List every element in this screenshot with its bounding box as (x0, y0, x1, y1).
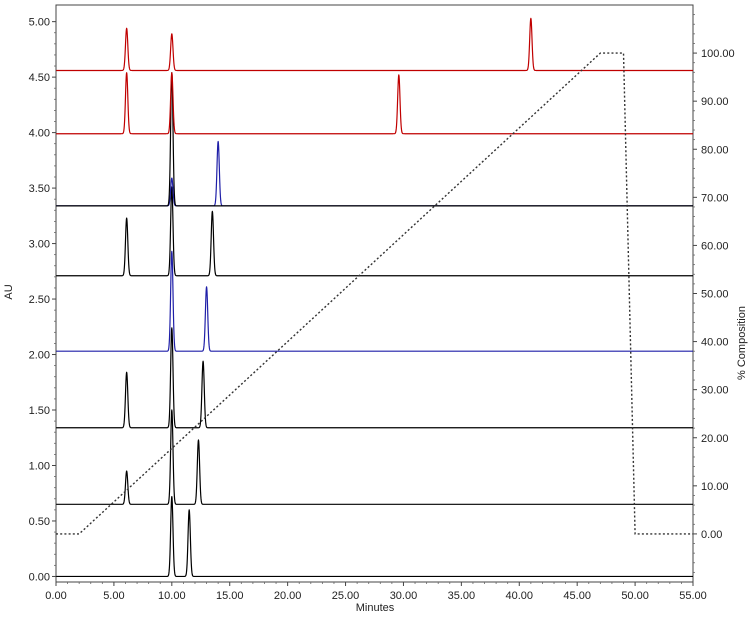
y2-tick-label: 30.00 (701, 385, 729, 397)
chromatogram-trace (55, 327, 694, 429)
x-tick-label: 55.00 (679, 590, 707, 602)
y-tick-label: 0.50 (29, 516, 50, 528)
chromatogram-trace (55, 17, 694, 72)
y-tick-label: 5.00 (29, 17, 50, 29)
y2-tick-label: 80.00 (701, 144, 729, 156)
chromatogram-trace (55, 186, 694, 277)
y2-tick-label: 20.00 (701, 433, 729, 445)
y-tick-label: 2.00 (29, 350, 50, 362)
y-tick-label: 3.00 (29, 239, 50, 251)
chromatogram-trace (55, 140, 694, 207)
chromatogram-trace (55, 250, 694, 352)
y2-tick-label: 60.00 (701, 240, 729, 252)
chromatogram-trace (55, 495, 694, 578)
x-tick-label: 30.00 (390, 590, 418, 602)
chromatogram-trace (55, 72, 694, 207)
x-tick-label: 20.00 (274, 590, 302, 602)
x-tick-label: 45.00 (563, 590, 591, 602)
gradient-composition-line (56, 52, 693, 535)
y2-axis-title: % Composition (736, 306, 748, 380)
y-tick-label: 1.50 (29, 405, 50, 417)
y2-tick-label: 40.00 (701, 337, 729, 349)
x-tick-label: 5.00 (103, 590, 124, 602)
y-tick-label: 4.00 (29, 128, 50, 140)
y2-tick-label: 70.00 (701, 192, 729, 204)
y-tick-label: 4.50 (29, 72, 50, 84)
chromatogram-trace (55, 72, 694, 135)
x-axis-title: Minutes (356, 602, 395, 614)
x-tick-label: 50.00 (621, 590, 649, 602)
x-tick-label: 15.00 (216, 590, 244, 602)
x-tick-label: 35.00 (448, 590, 476, 602)
y-tick-label: 1.00 (29, 460, 50, 472)
y2-tick-label: 50.00 (701, 289, 729, 301)
x-tick-label: 40.00 (506, 590, 534, 602)
y2-tick-label: 100.00 (701, 48, 735, 60)
plot-frame (55, 4, 694, 583)
y-tick-label: 0.00 (29, 571, 50, 583)
chromatogram-trace (55, 409, 694, 505)
y-tick-label: 3.50 (29, 183, 50, 195)
y2-tick-label: 0.00 (701, 529, 722, 541)
x-tick-label: 0.00 (45, 590, 66, 602)
y-axis-title: AU (3, 284, 15, 299)
x-tick-label: 25.00 (332, 590, 360, 602)
y-tick-label: 2.50 (29, 294, 50, 306)
y2-tick-label: 90.00 (701, 96, 729, 108)
y2-tick-label: 10.00 (701, 481, 729, 493)
x-tick-label: 10.00 (158, 590, 186, 602)
